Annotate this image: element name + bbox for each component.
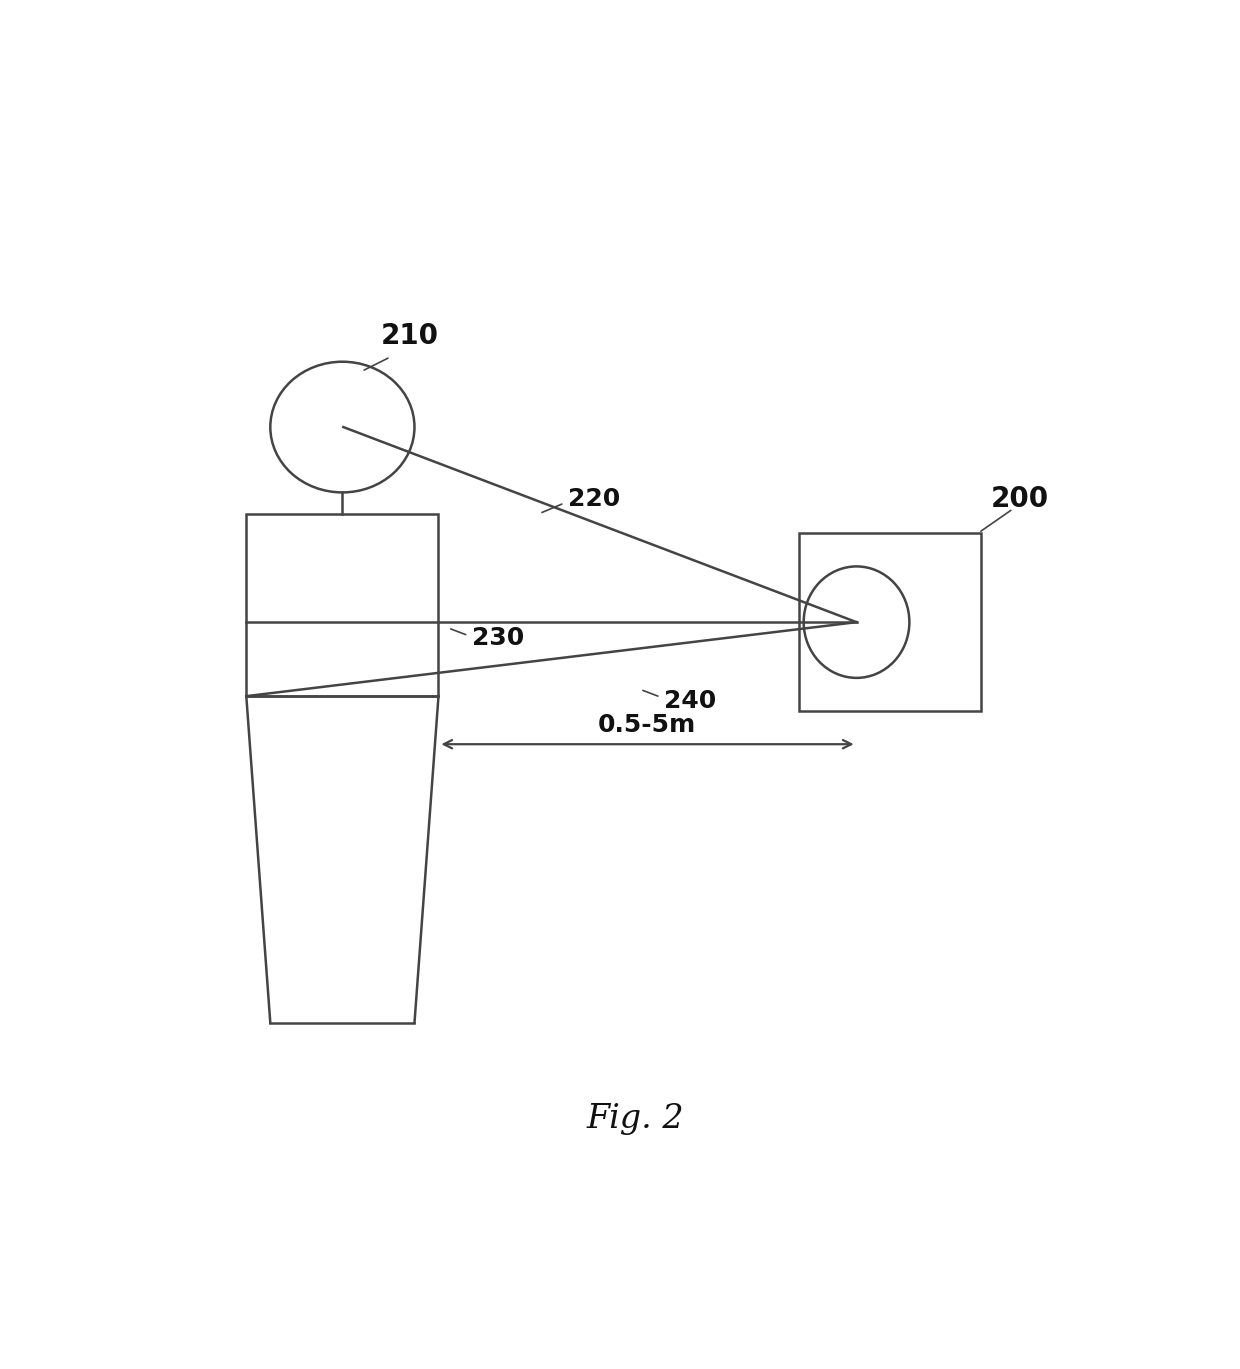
Text: 240: 240 bbox=[665, 689, 717, 713]
Text: 220: 220 bbox=[568, 487, 620, 511]
Bar bbox=[247, 513, 439, 697]
Text: Fig. 2: Fig. 2 bbox=[587, 1103, 684, 1135]
Text: 230: 230 bbox=[472, 627, 525, 650]
Bar bbox=[799, 533, 982, 711]
Text: 210: 210 bbox=[381, 322, 439, 349]
Text: 200: 200 bbox=[991, 485, 1049, 513]
Text: 0.5-5m: 0.5-5m bbox=[598, 712, 696, 737]
